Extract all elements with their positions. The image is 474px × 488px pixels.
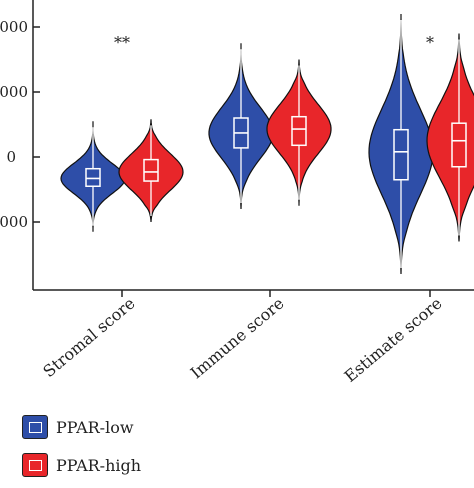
y-tick-label: 000 <box>0 18 28 36</box>
box-iqr <box>85 167 101 187</box>
legend-label: PPAR-low <box>56 417 134 437</box>
violins-group <box>60 14 474 275</box>
y-tick-label: 0 <box>6 148 16 166</box>
box-iqr <box>451 122 467 168</box>
legend-swatch-ppar-low <box>22 415 48 439</box>
y-tick-label: 000 <box>0 213 28 231</box>
violin-chart: 000 000 0 000 Stromal score Immune score… <box>0 0 474 386</box>
significance-label: ** <box>114 33 130 52</box>
box-iqr <box>143 158 159 182</box>
x-category-label: Immune score <box>187 294 288 383</box>
y-tick-label: 000 <box>0 83 28 101</box>
legend-item-ppar-high: PPAR-high <box>22 450 141 480</box>
violin-ppar-high <box>426 33 474 242</box>
x-category-label: Stromal score <box>39 294 138 382</box>
box-iqr <box>291 115 307 147</box>
x-category-label: Estimate score <box>341 294 446 386</box>
box-iqr <box>393 128 409 181</box>
legend-label: PPAR-high <box>56 455 142 475</box>
legend: PPAR-low PPAR-high <box>22 412 141 488</box>
legend-swatch-ppar-high <box>22 453 48 477</box>
legend-item-ppar-low: PPAR-low <box>22 412 141 442</box>
significance-label: * <box>426 33 434 52</box>
